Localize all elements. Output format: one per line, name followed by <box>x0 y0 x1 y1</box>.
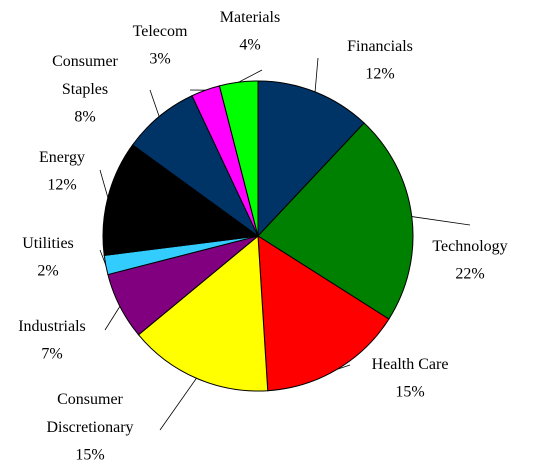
pie-slice <box>257 122 414 320</box>
value-label: 12% <box>365 66 394 83</box>
value-label: 15% <box>75 447 104 464</box>
label-line: Consumer <box>52 53 118 70</box>
category-label: Energy <box>39 149 85 166</box>
value-label: 12% <box>47 177 76 194</box>
pie <box>102 80 414 392</box>
category-label: Consumer Staples <box>52 53 118 98</box>
label-line: Utilities <box>22 235 74 252</box>
label-line: Staples <box>62 81 108 98</box>
labels: Financials 12% Technology 22% Health Care 15%… <box>18 9 507 464</box>
label-line: Financials <box>347 38 413 55</box>
leader-line <box>314 57 319 92</box>
label-line: Health Care <box>372 356 449 373</box>
leader-line <box>411 216 471 226</box>
label-line: Technology <box>432 238 507 255</box>
category-label: Utilities <box>22 235 74 252</box>
leader-line <box>238 69 263 83</box>
category-label: Materials <box>220 9 280 26</box>
label-line: Industrials <box>18 318 86 335</box>
value-label: 3% <box>149 51 170 68</box>
category-label: Financials <box>347 38 413 55</box>
category-label: Industrials <box>18 318 86 335</box>
pie-slice <box>218 80 259 237</box>
label-line: Materials <box>220 9 280 26</box>
value-label: 7% <box>41 346 62 363</box>
leader-line <box>99 169 109 198</box>
pie-slice <box>137 234 269 392</box>
leader-line <box>336 364 351 370</box>
value-label: 8% <box>74 109 95 126</box>
label-line: Consumer <box>57 391 123 408</box>
label-line: Energy <box>39 149 85 166</box>
value-label: 22% <box>455 266 484 283</box>
label-line: Discretionary <box>46 419 133 436</box>
leader-line <box>149 89 160 117</box>
leader-line <box>104 306 121 331</box>
category-label: Health Care <box>372 356 449 373</box>
value-label: 4% <box>239 37 260 54</box>
category-label: Technology <box>432 238 507 255</box>
pie-slice <box>257 80 365 238</box>
leader-line <box>159 378 197 431</box>
leader-line <box>99 249 107 266</box>
value-label: 15% <box>395 384 424 401</box>
pie-slice <box>257 235 390 392</box>
category-label: Consumer Discretionary <box>46 391 133 436</box>
label-line: Telecom <box>133 23 188 40</box>
category-label: Telecom <box>133 23 188 40</box>
value-label: 2% <box>37 263 58 280</box>
